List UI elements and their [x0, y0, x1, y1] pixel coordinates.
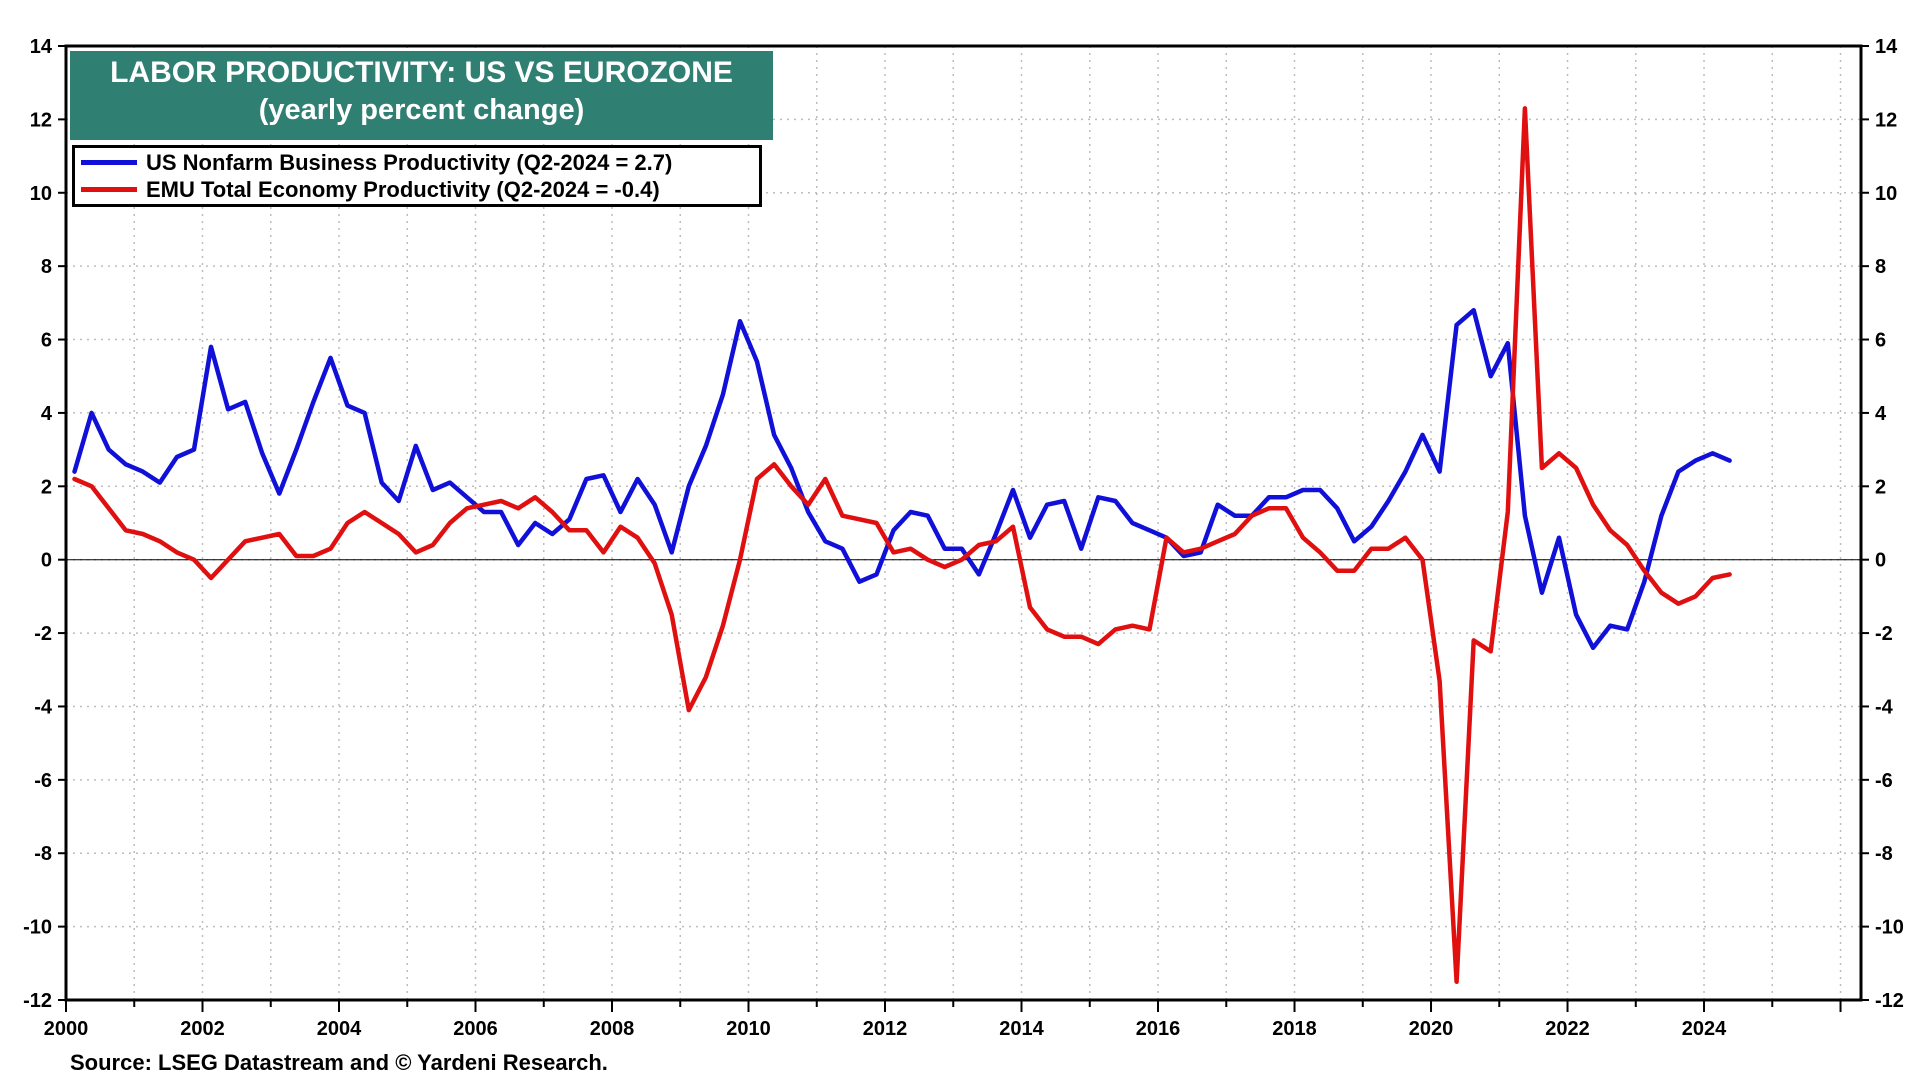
y-tick-label-left: -12 [23, 990, 52, 1012]
y-tick-label-right: 8 [1875, 256, 1886, 278]
axes: 14 14 12 12 10 10 8 8 6 6 4 4 2 2 0 0 -2 -2 -4 -4 -6 -6 -8 -8 -1… [23, 36, 1904, 1040]
x-tick-label: 2014 [999, 1018, 1044, 1040]
x-tick-label: 2004 [317, 1018, 362, 1040]
y-tick-label-left: 6 [41, 330, 52, 352]
legend: US Nonfarm Business Productivity (Q2-202… [72, 145, 762, 207]
x-tick-label: 2020 [1409, 1018, 1454, 1040]
y-tick-label-right: 12 [1875, 109, 1897, 131]
y-tick-label-right: -12 [1875, 990, 1904, 1012]
y-tick-label-left: -4 [34, 696, 53, 718]
x-tick-label: 2010 [726, 1018, 771, 1040]
legend-label-emu: EMU Total Economy Productivity (Q2-2024 … [146, 176, 660, 202]
y-tick-label-right: 14 [1875, 36, 1898, 58]
series-line-us [72, 307, 1732, 651]
chart-title: LABOR PRODUCTIVITY: US VS EUROZONE [110, 56, 733, 89]
chart-title-box: LABOR PRODUCTIVITY: US VS EUROZONE (year… [70, 51, 773, 140]
legend-item-emu: EMU Total Economy Productivity (Q2-2024 … [81, 176, 759, 203]
y-tick-label-right: -8 [1875, 843, 1893, 865]
legend-swatch-us [81, 160, 137, 165]
y-tick-label-right: -4 [1875, 696, 1894, 718]
y-tick-label-right: -6 [1875, 770, 1893, 792]
x-tick-label: 2008 [590, 1018, 635, 1040]
series-line-emu [72, 106, 1732, 984]
chart-subtitle: (yearly percent change) [258, 94, 585, 126]
y-tick-label-right: 4 [1875, 403, 1887, 425]
legend-item-us: US Nonfarm Business Productivity (Q2-202… [81, 149, 759, 176]
y-tick-label-right: 10 [1875, 183, 1897, 205]
series-lines [72, 106, 1732, 984]
x-tick-label: 2024 [1682, 1018, 1727, 1040]
legend-swatch-emu [81, 187, 137, 192]
legend-label-us: US Nonfarm Business Productivity (Q2-202… [146, 149, 673, 175]
y-tick-label-left: 14 [30, 36, 53, 58]
y-tick-label-right: 2 [1875, 476, 1886, 498]
y-tick-label-left: 4 [41, 403, 53, 425]
y-tick-label-left: 2 [41, 476, 52, 498]
y-tick-label-left: 10 [30, 183, 52, 205]
x-tick-label: 2022 [1545, 1018, 1590, 1040]
source-note: Source: LSEG Datastream and © Yardeni Re… [70, 1050, 608, 1075]
x-tick-label: 2002 [180, 1018, 225, 1040]
y-tick-label-left: -2 [34, 623, 52, 645]
y-tick-label-left: -6 [34, 770, 52, 792]
plot-frame [64, 44, 1863, 1002]
y-tick-label-right: 6 [1875, 330, 1886, 352]
y-tick-label-left: 12 [30, 109, 52, 131]
x-tick-label: 2016 [1136, 1018, 1181, 1040]
y-tick-label-right: -2 [1875, 623, 1893, 645]
x-tick-label: 2006 [453, 1018, 498, 1040]
y-tick-label-left: 0 [41, 550, 52, 572]
y-tick-label-right: -10 [1875, 917, 1904, 939]
y-tick-label-left: -8 [34, 843, 52, 865]
y-tick-label-right: 0 [1875, 550, 1886, 572]
x-tick-label: 2012 [863, 1018, 908, 1040]
y-tick-label-left: 8 [41, 256, 52, 278]
x-tick-label: 2000 [44, 1018, 89, 1040]
x-tick-label: 2018 [1272, 1018, 1317, 1040]
y-tick-label-left: -10 [23, 917, 52, 939]
